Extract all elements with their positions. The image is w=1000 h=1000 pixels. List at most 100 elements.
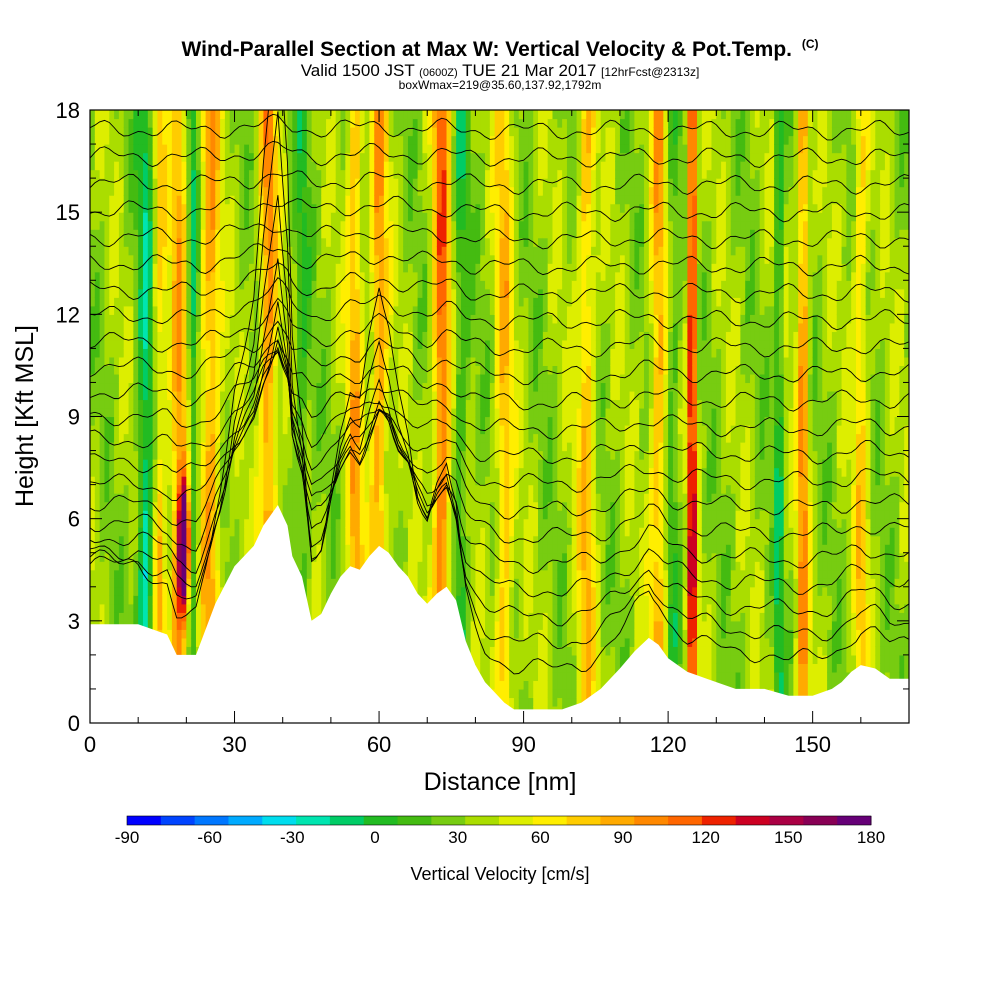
velocity-cell [273,416,279,426]
velocity-cell [292,152,298,162]
velocity-cell [200,493,207,503]
velocity-cell [138,212,144,222]
velocity-cell [200,407,207,418]
velocity-cell [398,527,404,537]
velocity-cell [123,476,130,486]
velocity-cell [210,416,216,426]
velocity-cell [94,425,101,435]
velocity-cell [350,152,356,162]
velocity-cell [104,493,110,503]
velocity-cell [306,569,313,579]
velocity-cell [114,254,120,264]
velocity-cell [99,578,106,588]
velocity-cell [171,407,178,418]
velocity-cell [253,518,260,528]
velocity-cell [215,442,221,452]
velocity-cell [205,263,212,273]
velocity-cell [364,356,371,367]
velocity-cell [123,186,130,196]
velocity-cell [301,578,308,588]
velocity-cell [114,510,120,520]
velocity-cell [118,501,125,511]
chart-title-copyright: (C) [801,37,819,51]
velocity-cell [157,493,163,503]
velocity-cell [326,476,332,486]
velocity-cell [354,152,361,162]
velocity-cell [374,178,380,188]
velocity-cell [301,569,308,579]
velocity-cell [412,433,419,443]
velocity-cell [200,527,207,537]
velocity-cell [244,322,250,332]
velocity-cell [292,493,298,503]
velocity-cell [297,186,303,196]
velocity-cell [369,510,375,520]
velocity-cell [345,322,351,332]
velocity-cell [330,527,337,537]
velocity-cell [152,493,159,503]
velocity-cell [215,382,221,392]
velocity-cell [403,118,409,128]
velocity-cell [412,552,419,562]
velocity-cell [398,561,404,571]
velocity-cell [234,144,240,154]
velocity-cell [306,118,313,128]
velocity-cell [205,331,212,341]
velocity-cell [301,407,308,418]
velocity-cell [147,425,154,435]
velocity-cell [157,288,163,298]
velocity-cell [263,297,269,307]
velocity-cell [301,339,308,349]
velocity-cell [417,348,424,358]
velocity-cell [297,305,303,315]
velocity-cell [118,169,125,179]
velocity-cell [345,399,351,409]
velocity-cell [215,578,221,588]
velocity-cell [398,510,404,520]
velocity-cell [133,578,139,588]
velocity-cell [229,476,236,486]
velocity-cell [287,297,293,307]
velocity-cell [388,459,395,469]
velocity-cell [142,399,149,409]
velocity-cell [345,186,351,196]
velocity-cell [311,561,318,571]
velocity-cell [311,382,318,392]
velocity-cell [128,144,134,154]
velocity-cell [379,484,385,494]
velocity-cell [311,442,318,452]
velocity-cell [330,195,337,205]
velocity-cell [94,535,101,545]
velocity-cell [282,510,289,520]
velocity-cell [354,118,361,128]
velocity-cell [224,459,231,469]
velocity-cell [248,186,255,196]
velocity-cell [407,348,414,358]
velocity-cell [152,476,159,486]
velocity-cell [215,135,221,145]
velocity-cell [345,527,351,537]
velocity-cell [282,501,289,511]
velocity-cell [335,254,342,264]
velocity-cell [330,203,337,213]
velocity-cell [239,229,245,239]
velocity-cell [181,476,187,486]
velocity-cell [162,263,168,273]
velocity-cell [128,254,134,264]
velocity-cell [292,263,298,273]
velocity-cell [403,365,409,375]
velocity-cell [350,263,356,273]
velocity-cell [142,578,149,588]
velocity-cell [90,348,96,358]
velocity-cell [152,459,159,469]
velocity-cell [350,110,356,120]
velocity-cell [335,263,342,273]
velocity-cell [114,603,120,613]
velocity-cell [297,459,303,469]
velocity-cell [176,595,183,605]
velocity-cell [200,399,207,409]
velocity-cell [176,322,183,332]
velocity-cell [138,246,144,256]
velocity-cell [244,373,250,384]
velocity-cell [205,186,212,196]
